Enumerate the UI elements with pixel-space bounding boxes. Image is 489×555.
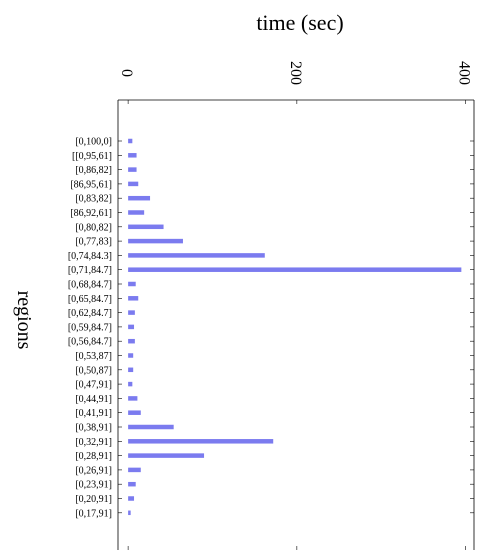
category-label: [0,44,91]	[75, 394, 112, 405]
bar	[128, 496, 135, 501]
category-label: [0,65,84.7]	[68, 294, 112, 305]
category-label: [0,47,91]	[75, 380, 112, 391]
chart-title: time (sec)	[256, 10, 343, 35]
category-label: [86,92,61]	[70, 208, 112, 219]
category-label: [0,59,84.7]	[68, 322, 112, 333]
bar	[128, 310, 135, 315]
bar	[128, 181, 139, 187]
bar	[128, 424, 174, 430]
bar	[128, 396, 138, 401]
category-label: [0,17,91]	[75, 508, 112, 519]
category-label: [0,68,84.7]	[68, 280, 112, 291]
category-label: [0,26,91]	[75, 465, 112, 476]
bar	[128, 138, 133, 144]
category-label: [0,28,91]	[75, 451, 112, 462]
category-label: [0,32,91]	[75, 437, 112, 448]
bar	[128, 195, 151, 201]
category-label: [0,38,91]	[75, 423, 112, 434]
category-label: [0,23,91]	[75, 480, 112, 491]
category-label: [0,71,84.7]	[68, 265, 112, 276]
bar	[128, 253, 265, 258]
bar	[128, 267, 462, 272]
bar	[128, 167, 137, 172]
category-label: [0,100,0]	[75, 137, 112, 148]
bars-group	[128, 138, 462, 516]
category-label: [0,74,84.3]	[68, 251, 112, 262]
x-tick-label: 200	[287, 61, 304, 85]
bar	[128, 281, 136, 287]
category-label: [0,77,83]	[75, 237, 112, 248]
bar	[128, 238, 183, 244]
category-label: [[0,95,61]	[72, 151, 112, 162]
y-axis-label: regions	[13, 291, 35, 350]
plot-frame	[117, 99, 475, 550]
category-label: [0,80,82]	[75, 222, 112, 233]
bar	[128, 338, 135, 344]
category-label: [86,95,61]	[70, 179, 112, 190]
bar	[128, 367, 134, 373]
bar	[128, 510, 131, 516]
category-label: [0,56,84.7]	[68, 337, 112, 348]
category-label: [0,41,91]	[75, 408, 112, 419]
category-label: [0,83,82]	[75, 194, 112, 205]
bar	[128, 453, 205, 458]
bar	[128, 210, 145, 215]
bar	[128, 353, 134, 358]
bar	[128, 296, 139, 301]
bar	[128, 224, 164, 230]
category-label: [0,20,91]	[75, 494, 112, 505]
category-label: [0,53,87]	[75, 351, 112, 362]
ticks-group: 0 200 400	[118, 61, 474, 550]
category-label: [0,62,84.7]	[68, 308, 112, 319]
bar	[128, 439, 274, 444]
bar	[128, 324, 135, 330]
x-tick-label: 0	[118, 69, 135, 77]
bar	[128, 153, 137, 158]
category-labels-group: [0,100,0] [[0,95,61] [0,86,82] [86,95,61] [0…	[68, 137, 112, 520]
x-tick-label: 400	[456, 61, 473, 85]
bar	[128, 410, 141, 415]
bar	[128, 467, 141, 473]
bar	[128, 381, 133, 387]
category-label: [0,86,82]	[75, 165, 112, 176]
category-label: [0,50,87]	[75, 365, 112, 376]
bar	[128, 481, 136, 487]
